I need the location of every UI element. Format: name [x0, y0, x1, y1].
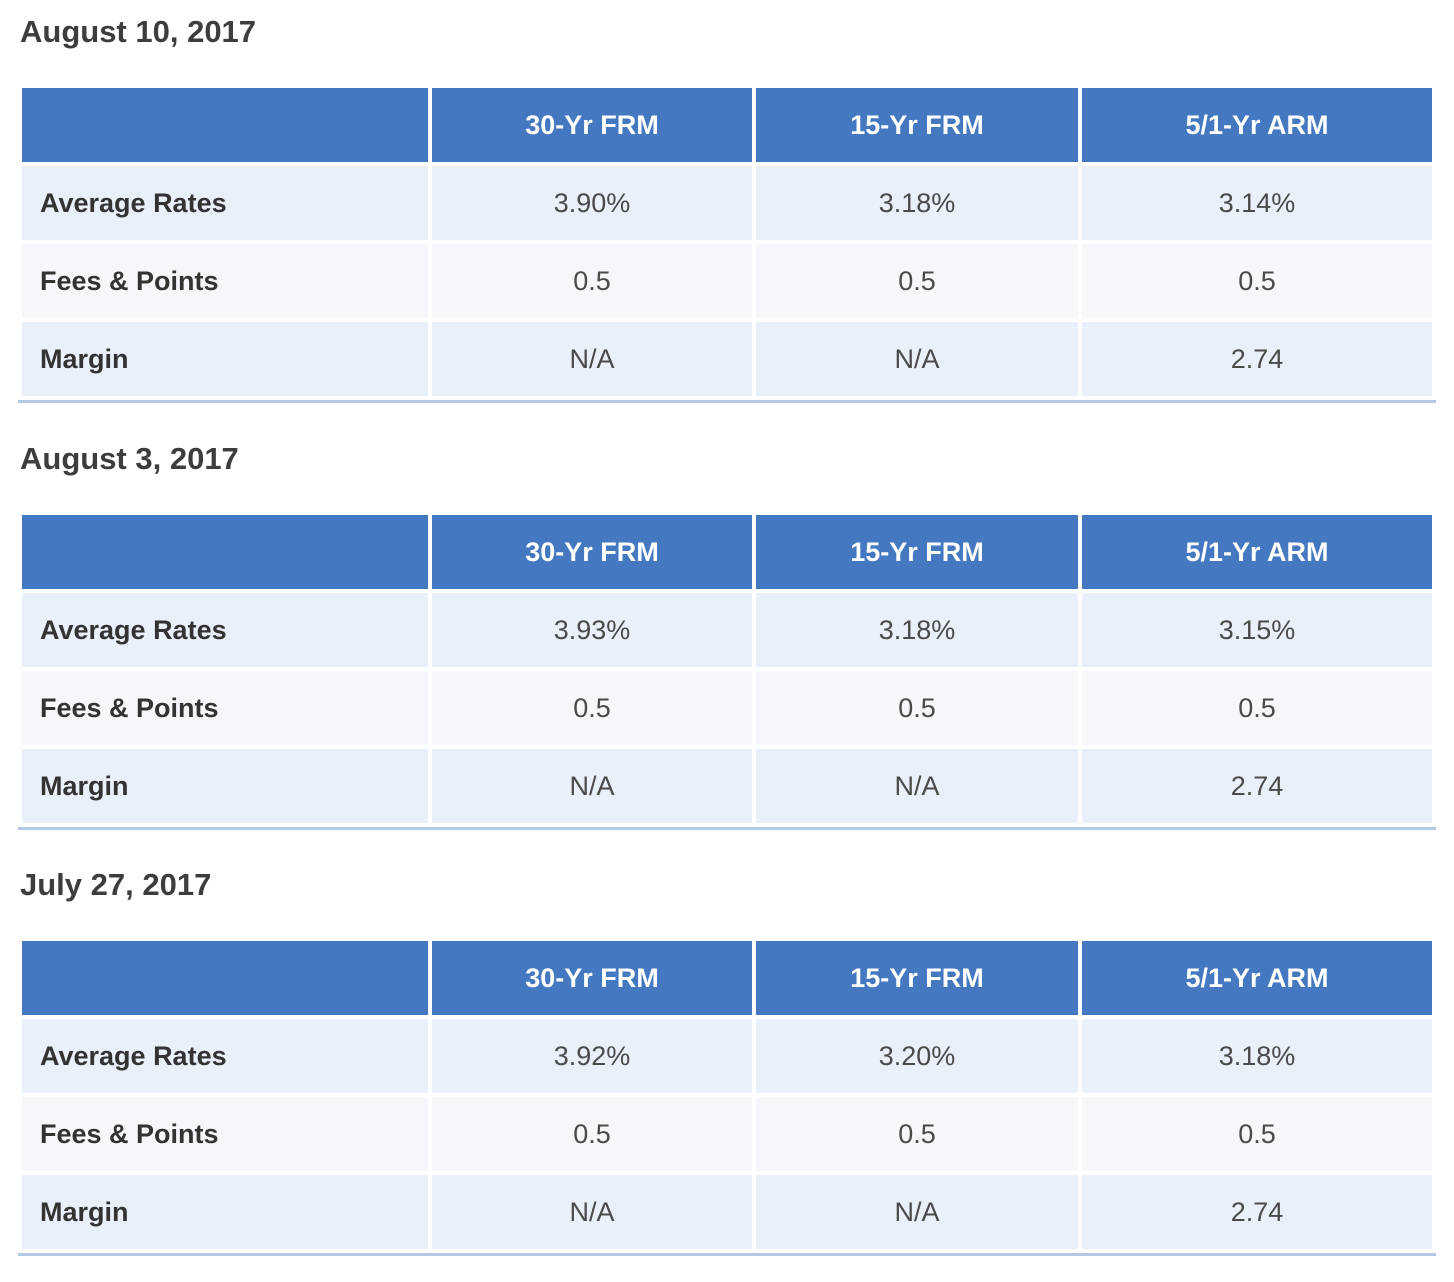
table-header-row: 30-Yr FRM 15-Yr FRM 5/1-Yr ARM — [22, 88, 1432, 162]
table-cell: N/A — [756, 749, 1078, 823]
table-cell: 0.5 — [1082, 244, 1432, 318]
header-cell-30yr: 30-Yr FRM — [432, 88, 752, 162]
table-cell: 0.5 — [1082, 671, 1432, 745]
rates-table: 30-Yr FRM 15-Yr FRM 5/1-Yr ARM Average R… — [18, 511, 1436, 830]
table-cell: 0.5 — [432, 1097, 752, 1171]
row-label: Average Rates — [22, 593, 428, 667]
header-cell-30yr: 30-Yr FRM — [432, 941, 752, 1015]
table-cell: 0.5 — [1082, 1097, 1432, 1171]
table-cell: 3.18% — [756, 593, 1078, 667]
header-cell-15yr: 15-Yr FRM — [756, 941, 1078, 1015]
table-header-row: 30-Yr FRM 15-Yr FRM 5/1-Yr ARM — [22, 515, 1432, 589]
row-label: Fees & Points — [22, 671, 428, 745]
table-row: Margin N/A N/A 2.74 — [22, 1175, 1432, 1249]
table-cell: 3.92% — [432, 1019, 752, 1093]
table-cell: N/A — [432, 1175, 752, 1249]
table-row: Fees & Points 0.5 0.5 0.5 — [22, 671, 1432, 745]
table-cell: 0.5 — [756, 1097, 1078, 1171]
header-cell-30yr: 30-Yr FRM — [432, 515, 752, 589]
table-cell: 2.74 — [1082, 1175, 1432, 1249]
section-date-heading: August 10, 2017 — [20, 14, 257, 49]
table-cell: N/A — [432, 749, 752, 823]
row-label: Margin — [22, 1175, 428, 1249]
table-cell: 2.74 — [1082, 749, 1432, 823]
table-cell: 3.93% — [432, 593, 752, 667]
table-row: Average Rates 3.90% 3.18% 3.14% — [22, 166, 1432, 240]
table-cell: 0.5 — [432, 671, 752, 745]
header-cell-empty — [22, 88, 428, 162]
table-row: Margin N/A N/A 2.74 — [22, 749, 1432, 823]
section-date-heading: July 27, 2017 — [20, 867, 212, 902]
table-cell: 3.18% — [1082, 1019, 1432, 1093]
table-row: Average Rates 3.92% 3.20% 3.18% — [22, 1019, 1432, 1093]
row-label: Margin — [22, 749, 428, 823]
table-cell: 0.5 — [432, 244, 752, 318]
table-cell: 3.18% — [756, 166, 1078, 240]
table-row: Fees & Points 0.5 0.5 0.5 — [22, 1097, 1432, 1171]
table-row: Average Rates 3.93% 3.18% 3.15% — [22, 593, 1432, 667]
row-label: Fees & Points — [22, 1097, 428, 1171]
header-cell-empty — [22, 515, 428, 589]
header-cell-15yr: 15-Yr FRM — [756, 88, 1078, 162]
header-cell-15yr: 15-Yr FRM — [756, 515, 1078, 589]
table-cell: 3.90% — [432, 166, 752, 240]
table-cell: 3.20% — [756, 1019, 1078, 1093]
table-cell: N/A — [756, 1175, 1078, 1249]
table-header-row: 30-Yr FRM 15-Yr FRM 5/1-Yr ARM — [22, 941, 1432, 1015]
table-row: Fees & Points 0.5 0.5 0.5 — [22, 244, 1432, 318]
table-cell: 2.74 — [1082, 322, 1432, 396]
table-cell: 3.14% — [1082, 166, 1432, 240]
table-cell: 0.5 — [756, 244, 1078, 318]
header-cell-empty — [22, 941, 428, 1015]
row-label: Fees & Points — [22, 244, 428, 318]
table-cell: 3.15% — [1082, 593, 1432, 667]
table-cell: N/A — [432, 322, 752, 396]
section-date-heading: August 3, 2017 — [20, 441, 239, 476]
row-label: Average Rates — [22, 166, 428, 240]
table-cell: 0.5 — [756, 671, 1078, 745]
rates-table: 30-Yr FRM 15-Yr FRM 5/1-Yr ARM Average R… — [18, 937, 1436, 1256]
header-cell-arm: 5/1-Yr ARM — [1082, 88, 1432, 162]
header-cell-arm: 5/1-Yr ARM — [1082, 515, 1432, 589]
table-cell: N/A — [756, 322, 1078, 396]
header-cell-arm: 5/1-Yr ARM — [1082, 941, 1432, 1015]
row-label: Margin — [22, 322, 428, 396]
row-label: Average Rates — [22, 1019, 428, 1093]
rates-table: 30-Yr FRM 15-Yr FRM 5/1-Yr ARM Average R… — [18, 84, 1436, 403]
table-row: Margin N/A N/A 2.74 — [22, 322, 1432, 396]
